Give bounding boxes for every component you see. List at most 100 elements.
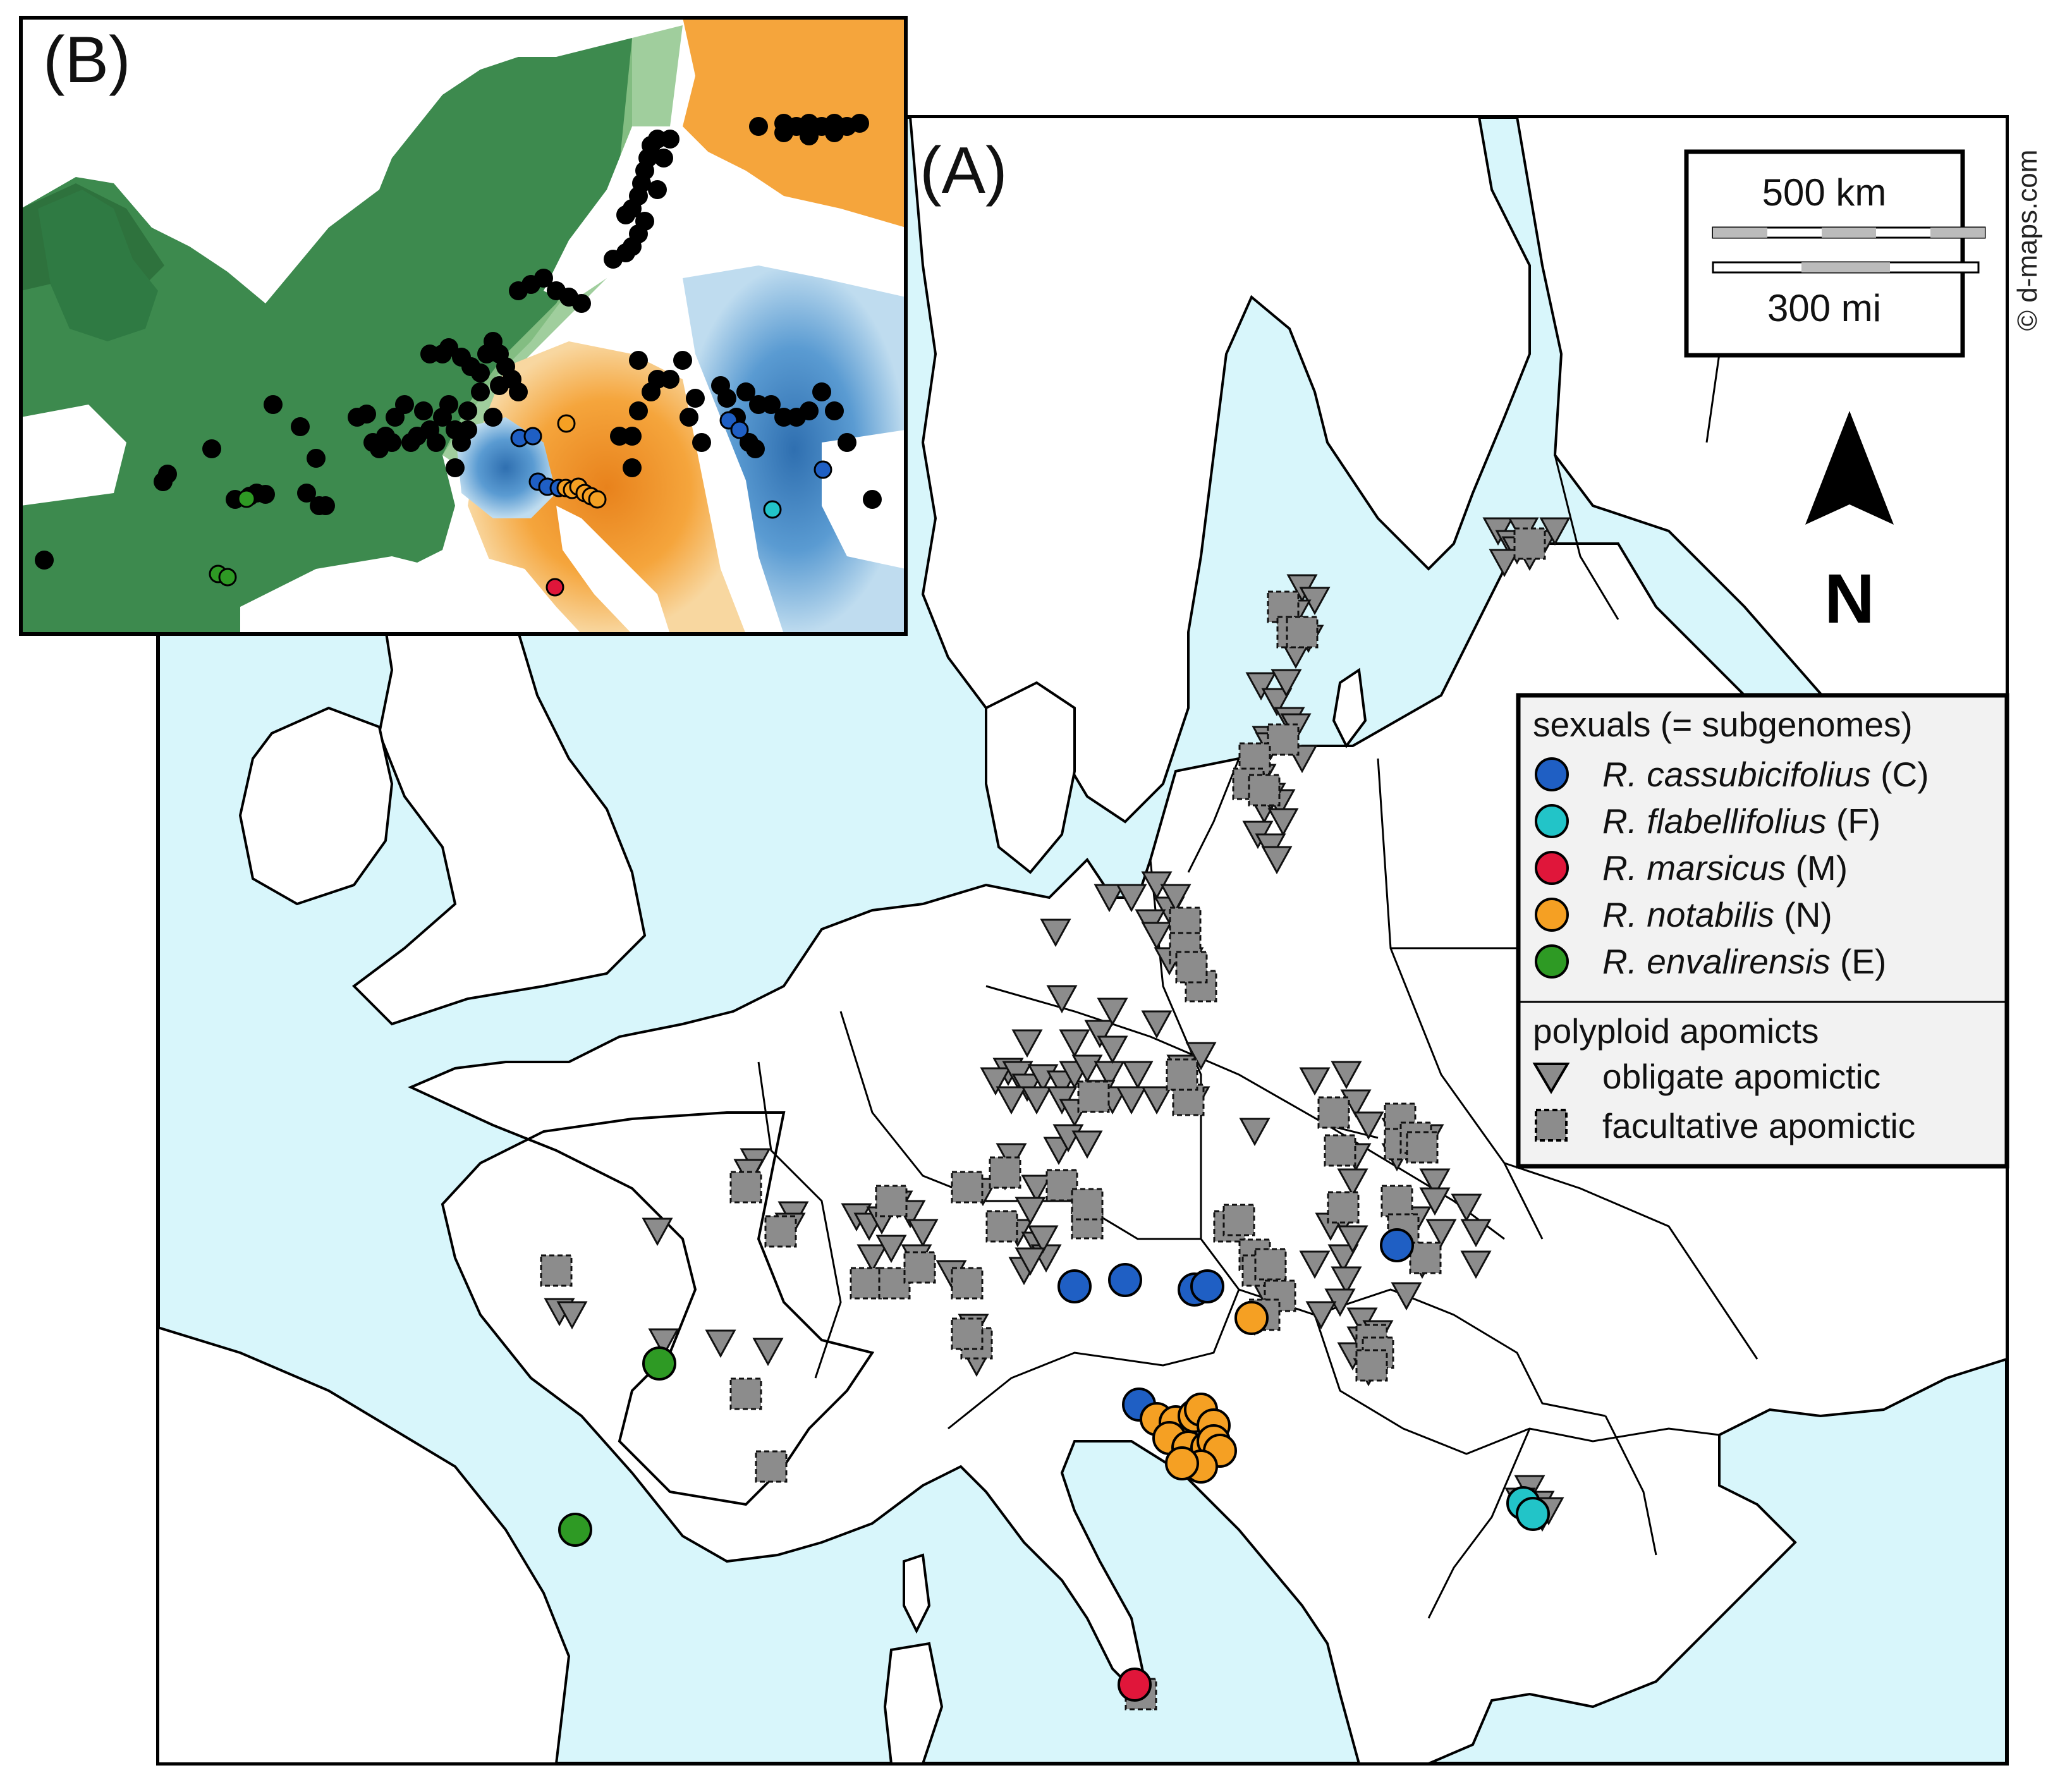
panel-b-sample-point [572, 294, 591, 313]
obligate-apomict-marker [1419, 1187, 1451, 1216]
panel-b-sample-point [154, 472, 173, 491]
panel-b-sample-point [35, 551, 54, 570]
legend-swatch-c [1535, 757, 1569, 791]
facultative-apomict-marker [989, 1156, 1021, 1189]
facultative-apomict-marker [1513, 527, 1546, 560]
panel-b-sample-point [648, 180, 667, 199]
panel-b-sample-point [458, 401, 477, 420]
obligate-apomict-marker [648, 1328, 679, 1357]
facultative-apomict-marker [764, 1215, 797, 1248]
panel-b-sample-point [863, 490, 882, 509]
legend-obligate-triangle-icon [1532, 1063, 1570, 1094]
obligate-apomict-marker [1071, 1130, 1103, 1159]
panel-b-sample-point [629, 351, 648, 370]
panel-b-sample-point [749, 117, 768, 136]
panel-b-sample-point [395, 395, 414, 414]
obligate-apomict-marker [856, 1244, 888, 1273]
panel-b-sample-point [623, 458, 642, 477]
panel-b-sample-point [471, 382, 490, 401]
panel-b-sample-point [291, 417, 310, 436]
legend-species-code: (C) [1871, 755, 1929, 794]
legend-frame [1516, 693, 2009, 1169]
panel-b-sample-point [812, 382, 831, 401]
panel-b-sample-point [623, 199, 642, 218]
facultative-apomict-marker [1409, 1241, 1442, 1274]
legend-facultative-square-icon [1535, 1109, 1568, 1142]
scale-bar-frame [1684, 149, 1965, 358]
obligate-apomict-marker [1299, 1067, 1331, 1096]
facultative-apomict-marker [1254, 1248, 1287, 1281]
panel-b-sample-point [635, 212, 654, 231]
gotland [1332, 668, 1367, 748]
facultative-apomict-marker [951, 1317, 984, 1350]
panel-b-sample-point [490, 376, 509, 395]
legend-species-label: R. cassubicifolius (C) [1602, 755, 1929, 794]
legend-facultative-label: facultative apomictic [1602, 1106, 1915, 1145]
panel-b-sample-point [825, 123, 844, 142]
iberia-coast [158, 1326, 571, 1764]
sexual-sample-n [1234, 1301, 1269, 1335]
legend-species-code: (M) [1786, 848, 1848, 888]
scale-mi-label: 300 mi [1767, 287, 1881, 329]
north-arrow: N [1805, 411, 1894, 638]
legend-swatch-m [1535, 851, 1569, 885]
obligate-apomict-marker [1353, 1111, 1384, 1140]
panel-b-sample-point [679, 408, 698, 427]
obligate-apomict-marker [980, 1067, 1011, 1096]
legend-species-code: (N) [1774, 895, 1832, 934]
obligate-apomict-marker [1391, 1282, 1422, 1311]
sexual-sample-n [1165, 1446, 1199, 1480]
legend-species-label: R. envalirensis (E) [1602, 942, 1886, 981]
obligate-apomict-marker [996, 1086, 1027, 1115]
facultative-apomict-marker [1355, 1349, 1388, 1382]
facultative-apomict-marker [903, 1251, 936, 1284]
obligate-apomict-marker [1141, 1010, 1173, 1039]
panel-a-label: (A) [920, 134, 1008, 207]
facultative-apomict-marker [985, 1210, 1018, 1243]
facultative-apomict-marker [850, 1267, 882, 1300]
obligate-apomict-marker [1245, 672, 1277, 701]
legend-sexuals-title: sexuals (= subgenomes) [1533, 705, 1913, 744]
panel-b-adriatic [556, 506, 670, 634]
obligate-apomict-marker [1160, 884, 1191, 913]
panel-b-sample-point [534, 269, 553, 288]
obligate-apomict-marker [1021, 1174, 1052, 1204]
map-credit: © d-maps.com [2012, 150, 2043, 331]
sexual-sample-e [558, 1513, 592, 1547]
obligate-apomict-marker [1539, 517, 1571, 546]
obligate-apomict-marker [1451, 1193, 1482, 1223]
panel-b-frame [19, 16, 908, 636]
obligate-apomict-marker [556, 1301, 588, 1330]
legend-species-code: (E) [1831, 942, 1887, 981]
panel-b-sample-m [545, 578, 564, 597]
legend-species-name: R. envalirensis [1602, 942, 1831, 981]
legend-apomicts-title: polyploid apomicts [1533, 1011, 1819, 1051]
obligate-apomict-marker [1261, 846, 1293, 875]
facultative-apomict-marker [1248, 774, 1281, 807]
obligate-apomict-marker [1460, 1219, 1492, 1248]
facultative-apomict-marker [540, 1254, 573, 1287]
panel-b-sample-point [484, 408, 503, 427]
facultative-apomict-marker [1077, 1080, 1110, 1113]
panel-b-sample-point [686, 389, 705, 408]
panel-b-map: (B) [19, 16, 908, 636]
obligate-apomict-marker [752, 1338, 784, 1367]
obligate-apomict-marker [1071, 1054, 1103, 1083]
panel-b-sample-point [414, 401, 433, 420]
obligate-apomict-marker [1094, 884, 1125, 913]
obligate-apomict-marker [1141, 1086, 1173, 1115]
legend-swatch-n [1535, 898, 1569, 932]
ireland [238, 706, 394, 906]
obligate-apomict-marker [1027, 1225, 1059, 1254]
sexual-sample-c [1057, 1269, 1092, 1303]
facultative-apomict-marker [1175, 951, 1208, 984]
legend-species-code: (F) [1827, 802, 1881, 841]
obligate-apomict-marker [1141, 922, 1173, 951]
north-label: N [1824, 560, 1874, 638]
obligate-apomict-marker [1094, 1061, 1125, 1090]
obligate-apomict-marker [1059, 1029, 1090, 1058]
facultative-apomict-marker [1324, 1134, 1356, 1167]
panel-b-sample-point [439, 395, 458, 414]
facultative-apomict-marker [1380, 1185, 1413, 1217]
legend-species-label: R. notabilis (N) [1602, 895, 1832, 934]
